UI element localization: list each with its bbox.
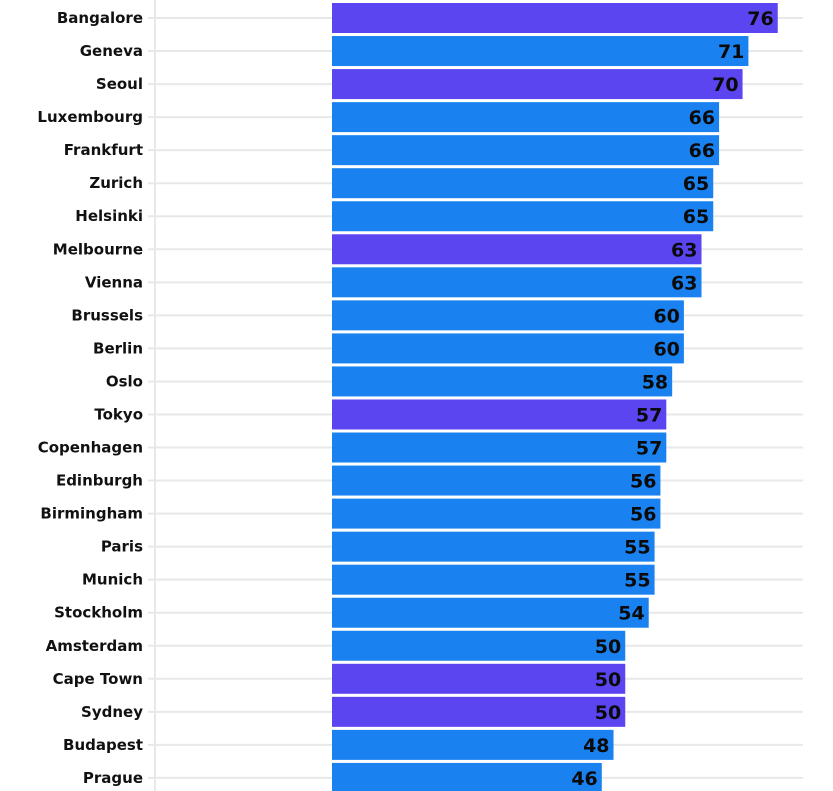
category-label: Brussels xyxy=(71,306,143,324)
bar xyxy=(332,3,778,33)
bar xyxy=(332,597,649,628)
data-label: 54 xyxy=(618,603,644,625)
category-label: Geneva xyxy=(80,42,143,60)
bar xyxy=(332,531,655,562)
bar xyxy=(332,267,702,298)
data-label: 65 xyxy=(683,206,709,228)
data-label: 76 xyxy=(747,8,773,30)
category-label: Berlin xyxy=(93,339,143,357)
data-label: 55 xyxy=(624,537,650,559)
bar xyxy=(332,762,602,791)
category-label: Cape Town xyxy=(53,670,143,688)
bar xyxy=(332,663,626,694)
data-label: 70 xyxy=(712,74,738,96)
data-label: 60 xyxy=(653,338,679,360)
category-label: Vienna xyxy=(85,273,143,291)
category-label: Tokyo xyxy=(94,405,143,423)
data-label: 57 xyxy=(636,404,662,426)
data-label: 50 xyxy=(595,636,621,658)
category-label: Birmingham xyxy=(40,505,143,523)
data-label: 48 xyxy=(583,735,609,757)
category-label: Melbourne xyxy=(53,240,143,258)
data-label: 56 xyxy=(630,504,656,526)
data-label: 50 xyxy=(595,702,621,724)
bar xyxy=(332,630,626,661)
bar xyxy=(332,432,667,463)
bar xyxy=(332,102,720,133)
data-label: 65 xyxy=(683,173,709,195)
data-label: 58 xyxy=(642,371,668,393)
bar xyxy=(332,366,673,397)
bar xyxy=(332,564,655,595)
category-label: Edinburgh xyxy=(56,472,143,490)
category-label: Copenhagen xyxy=(38,439,143,457)
bar xyxy=(332,399,667,430)
data-label: 71 xyxy=(718,41,744,63)
category-label: Stockholm xyxy=(54,604,143,622)
bar xyxy=(332,729,614,760)
data-label: 56 xyxy=(630,471,656,493)
bar xyxy=(332,234,702,265)
bar xyxy=(332,300,684,331)
bar xyxy=(332,201,714,232)
data-label: 66 xyxy=(689,107,715,129)
bar xyxy=(332,69,743,100)
data-label: 60 xyxy=(653,305,679,327)
data-label: 57 xyxy=(636,438,662,460)
data-label: 55 xyxy=(624,570,650,592)
category-label: Amsterdam xyxy=(46,637,143,655)
bar xyxy=(332,333,684,364)
bar xyxy=(332,168,714,199)
category-label: Helsinki xyxy=(75,207,143,225)
category-label: Luxembourg xyxy=(37,108,143,126)
category-label: Bangalore xyxy=(57,9,143,27)
data-label: 63 xyxy=(671,272,697,294)
bar xyxy=(332,465,661,496)
category-label: Budapest xyxy=(63,736,143,754)
category-label: Sydney xyxy=(81,703,143,721)
bar xyxy=(332,36,749,67)
data-label: 50 xyxy=(595,669,621,691)
bar xyxy=(332,498,661,529)
category-label: Oslo xyxy=(106,372,143,390)
category-label: Prague xyxy=(83,769,143,787)
bar xyxy=(332,696,626,727)
category-label: Zurich xyxy=(89,174,143,192)
data-label: 46 xyxy=(571,768,597,790)
category-label: Munich xyxy=(82,571,143,589)
data-label: 66 xyxy=(689,140,715,162)
category-label: Seoul xyxy=(96,75,143,93)
data-label: 63 xyxy=(671,239,697,261)
category-label: Frankfurt xyxy=(64,141,143,159)
category-label: Paris xyxy=(101,538,143,556)
bar xyxy=(332,135,720,166)
